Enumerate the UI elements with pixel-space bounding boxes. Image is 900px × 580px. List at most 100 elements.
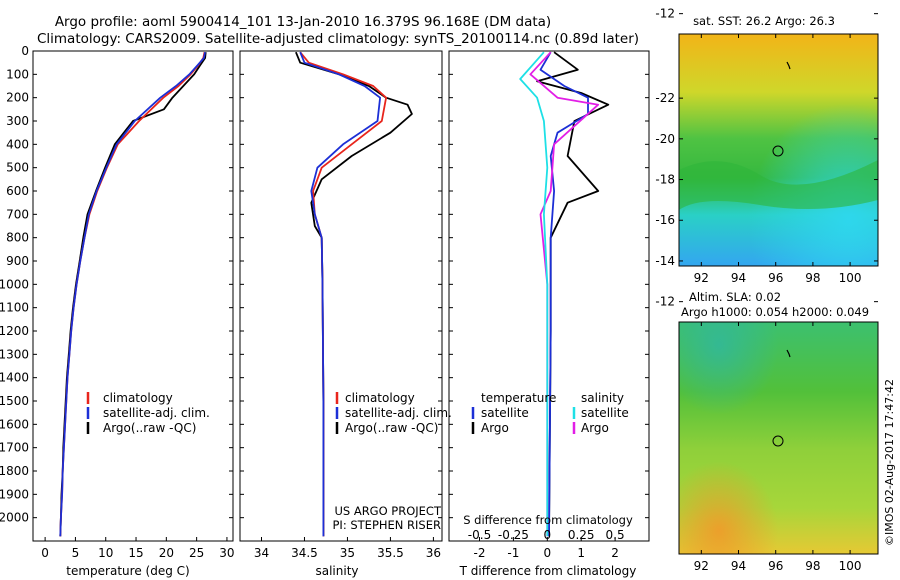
y-tick-label: -12	[655, 295, 675, 309]
legend-label-climatology: climatology	[345, 391, 415, 405]
difference-plot: -2 -1 0 1 2 -0.5 -0.25 0 0.25 0.5	[449, 50, 649, 560]
legend-label-satellite: satellite-adj. clim.	[103, 406, 210, 420]
temperature-axes	[32, 50, 234, 542]
legend-header-temperature: temperature	[481, 391, 556, 405]
y-tick-label: 1800	[0, 464, 29, 478]
y-tick-label: 2000	[0, 511, 29, 525]
salinity-legend: climatology satellite-adj. clim. Argo(..…	[335, 391, 452, 435]
y-tick-label: 1400	[0, 371, 29, 385]
x-tick-label: 20	[159, 546, 174, 560]
s-tick-label: -0.5	[468, 528, 491, 542]
y-tick-label: -22	[655, 91, 675, 105]
series-line-satellite-adj-clim-	[59, 52, 206, 537]
y-tick-label: 800	[6, 231, 29, 245]
x-tick-label: 35	[340, 546, 355, 560]
x-tick-label: -2	[474, 546, 486, 560]
x-tick-label: 35.5	[377, 546, 404, 560]
y-tick-label: 1300	[0, 347, 29, 361]
sla-map-title2: Argo h1000: 0.054 h2000: 0.049	[681, 305, 869, 319]
x-tick-label: 94	[731, 559, 746, 573]
s-tick-label: 0.25	[568, 528, 595, 542]
x-tick-label: 100	[839, 271, 862, 285]
y-tick-label: 200	[6, 91, 29, 105]
sla-axis: 92 94 96 98 100 -12 -14 -16 -18 -20 -22	[655, 91, 878, 573]
sla-track	[786, 349, 791, 358]
project-annotation: US ARGO PROJECT	[334, 504, 442, 518]
s-tick-label: 0.5	[606, 528, 625, 542]
y-tick-label: -14	[655, 254, 675, 268]
x-tick-label: 92	[694, 271, 709, 285]
series-line-s-satellite	[519, 51, 549, 537]
x-tick-label: 34.5	[291, 546, 318, 560]
y-tick-label: 1200	[0, 324, 29, 338]
sla-frame	[678, 321, 879, 555]
temperature-plot: 0100200300400500600700800900100011001200…	[0, 44, 235, 560]
sst-profile-marker	[772, 145, 784, 157]
difference-axes	[448, 50, 650, 542]
pi-annotation: PI: STEPHEN RISER	[333, 518, 442, 532]
difference-xlabel: T difference from climatology	[459, 564, 637, 578]
x-tick-label: 10	[98, 546, 113, 560]
y-tick-label: 700	[6, 207, 29, 221]
x-tick-label: 5	[72, 546, 80, 560]
y-tick-label: 100	[6, 67, 29, 81]
x-tick-label: 98	[805, 559, 820, 573]
series-line-argo-raw-qc-	[59, 52, 207, 537]
y-tick-label: 400	[6, 137, 29, 151]
sst-field-overlay	[679, 34, 878, 266]
x-tick-label: 98	[805, 271, 820, 285]
sst-map-title: sat. SST: 26.2 Argo: 26.3	[693, 14, 835, 28]
salinity-plot: 34 34.5 35 35.5 36	[240, 50, 442, 560]
difference-legend: temperature satellite Argo salinity sate…	[471, 391, 629, 435]
difference-xlabel-top: S difference from climatology	[463, 513, 633, 527]
temperature-legend: climatology satellite-adj. clim. Argo(..…	[86, 391, 210, 435]
sst-frame	[678, 33, 879, 267]
x-tick-label: 36	[426, 546, 441, 560]
s-tick-label: 0	[543, 528, 551, 542]
x-tick-label: 1	[577, 546, 585, 560]
legend-label-t-satellite: satellite	[481, 406, 529, 420]
y-tick-label: 1000	[0, 277, 29, 291]
series-line-t-satellite	[539, 51, 589, 537]
y-tick-label: 1700	[0, 441, 29, 455]
x-tick-label: -1	[507, 546, 519, 560]
y-tick-label: -18	[655, 173, 675, 187]
legend-label-argo: Argo(..raw -QC)	[345, 421, 438, 435]
series-line-s-argo	[529, 51, 600, 537]
y-tick-label: 0	[21, 44, 29, 58]
footer-stamp: ©IMOS 02-Aug-2017 17:47:42	[883, 379, 896, 546]
salinity-axes	[239, 50, 443, 542]
y-tick-label: 1600	[0, 417, 29, 431]
sla-map-title1: Altim. SLA: 0.02	[689, 290, 781, 304]
sla-field-overlay-cool	[679, 322, 878, 554]
y-tick-label: -12	[655, 7, 675, 21]
legend-label-climatology: climatology	[103, 391, 173, 405]
y-tick-label: 500	[6, 161, 29, 175]
sst-axis: 92 94 96 98 100 -12 -14 -16 -18 -20 -22	[655, 7, 878, 285]
legend-label-s-argo: Argo	[581, 421, 609, 435]
y-tick-label: 1900	[0, 487, 29, 501]
x-tick-label: 30	[219, 546, 234, 560]
x-tick-label: 92	[694, 559, 709, 573]
legend-label-satellite: satellite-adj. clim.	[345, 406, 452, 420]
x-tick-label: 100	[839, 559, 862, 573]
series-line-satellite-adj-clim-	[299, 51, 382, 537]
series-line-argo-raw-qc-	[295, 51, 413, 537]
title-line2: Climatology: CARS2009. Satellite-adjuste…	[37, 31, 639, 47]
y-tick-label: 1500	[0, 394, 29, 408]
x-tick-label: 15	[128, 546, 143, 560]
y-tick-label: -20	[655, 132, 675, 146]
y-tick-label: -16	[655, 213, 675, 227]
y-tick-label: 1100	[0, 301, 29, 315]
sst-track	[786, 61, 791, 70]
x-tick-label: 25	[189, 546, 204, 560]
x-tick-label: 2	[611, 546, 619, 560]
s-tick-label: -0.25	[498, 528, 529, 542]
legend-label-s-satellite: satellite	[581, 406, 629, 420]
sst-band	[679, 160, 878, 210]
legend-header-salinity: salinity	[581, 391, 624, 405]
legend-label-t-argo: Argo	[481, 421, 509, 435]
sla-profile-marker	[772, 435, 784, 447]
salinity-xlabel: salinity	[315, 564, 358, 578]
